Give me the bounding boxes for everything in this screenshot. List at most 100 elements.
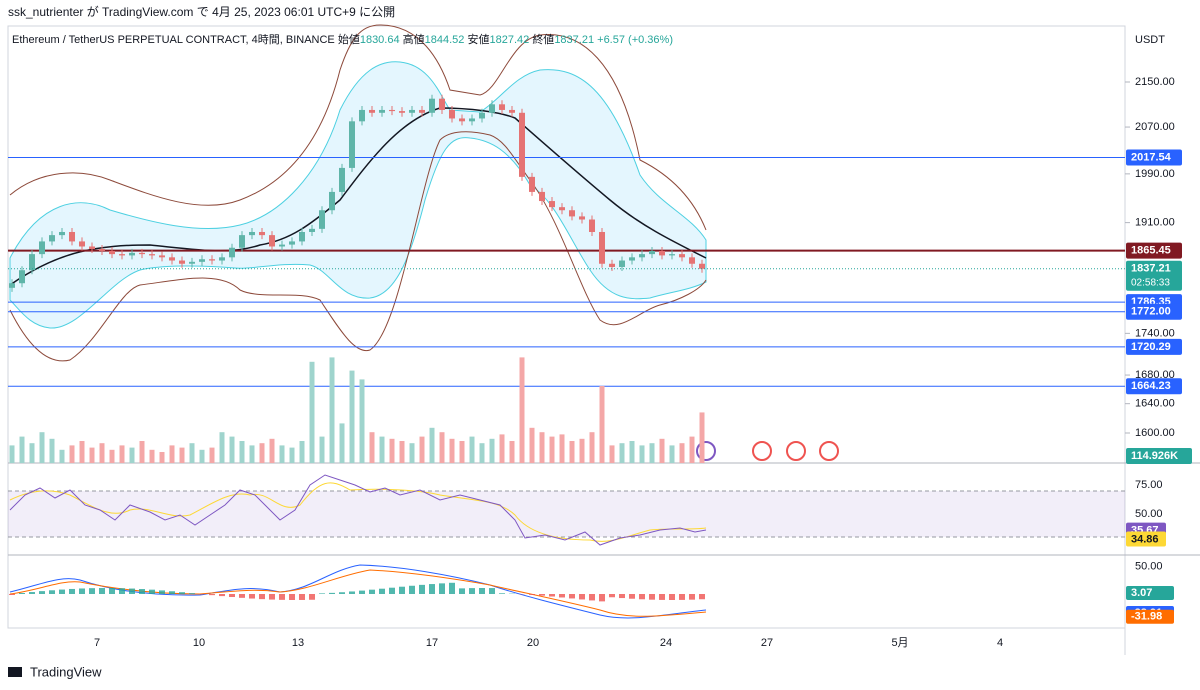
last-price-bg <box>1126 260 1182 291</box>
volume-bar <box>19 436 25 463</box>
candle <box>439 98 445 110</box>
volume-bar <box>569 441 575 463</box>
volume-bar <box>619 443 625 463</box>
macd-hist-bar <box>619 594 625 599</box>
candle <box>279 244 285 247</box>
rsi-tag: 34.86 <box>1131 533 1159 545</box>
macd-hist-bar <box>609 594 615 598</box>
legend-close: 1837.21 <box>554 34 594 46</box>
volume-bar <box>589 432 595 463</box>
macd-tag: -31.98 <box>1131 611 1162 623</box>
macd-hist-bar <box>49 590 55 594</box>
volume-bar <box>539 432 545 463</box>
volume-bar <box>249 445 255 463</box>
x-tick-label: 13 <box>292 637 304 649</box>
legend-close-label: 終値 <box>532 32 554 46</box>
candle <box>79 241 85 247</box>
macd-hist-bar <box>29 592 35 594</box>
volume-bar <box>599 386 605 463</box>
volume-bar <box>479 443 485 463</box>
candle <box>559 207 565 211</box>
macd-hist-bar <box>89 588 95 594</box>
volume-bar <box>679 443 685 463</box>
volume-bar <box>239 441 245 463</box>
price-tick-label: 2150.00 <box>1135 76 1175 88</box>
macd-hist-bar <box>449 582 455 594</box>
macd-hist-bar <box>189 593 195 594</box>
candle <box>259 231 265 236</box>
candle <box>169 257 175 261</box>
candle <box>469 118 475 122</box>
volume-bar <box>659 438 665 463</box>
volume-bar <box>439 432 445 463</box>
volume-bar <box>489 438 495 463</box>
candle <box>39 241 45 255</box>
candle <box>199 259 205 262</box>
candle <box>159 255 165 258</box>
candle <box>29 254 35 271</box>
macd-hist-bar <box>139 589 145 594</box>
candle <box>209 259 215 261</box>
volume-bar <box>429 427 435 463</box>
macd-hist-bar <box>319 593 325 594</box>
candle <box>619 260 625 267</box>
macd-tick-label: 50.00 <box>1135 560 1163 572</box>
macd-hist-bar <box>439 583 445 594</box>
volume-bar <box>329 357 335 463</box>
volume-bar <box>449 438 455 463</box>
macd-hist-bar <box>579 594 585 600</box>
candle <box>59 231 65 236</box>
volume-bar <box>89 447 95 463</box>
candle <box>239 235 245 248</box>
volume-bar <box>29 443 35 463</box>
macd-hist-bar <box>559 594 565 598</box>
rsi-tick-label: 50.00 <box>1135 508 1163 520</box>
volume-bar <box>179 447 185 463</box>
macd-tag: 3.07 <box>1131 587 1152 599</box>
candle <box>129 252 135 256</box>
candle <box>179 260 185 264</box>
legend-open-label: 始値 <box>338 32 360 46</box>
volume-bar <box>339 423 345 463</box>
volume-bar <box>499 434 505 463</box>
price-tick-label: 1680.00 <box>1135 369 1175 381</box>
macd-hist-bar <box>229 594 235 598</box>
price-line-label-bg <box>1126 378 1182 395</box>
volume-bar <box>639 445 645 463</box>
candle <box>539 191 545 202</box>
candle <box>349 121 355 168</box>
macd-hist-bar <box>699 594 705 600</box>
volume-bar <box>149 449 155 463</box>
candle <box>269 235 275 247</box>
macd-hist-bar <box>249 594 255 599</box>
rsi-tick-label: 75.00 <box>1135 479 1163 491</box>
candle <box>119 254 125 256</box>
volume-bar <box>579 438 585 463</box>
volume-bar <box>669 445 675 463</box>
volume-bar <box>549 436 555 463</box>
symbol-legend: Ethereum / TetherUS PERPETUAL CONTRACT, … <box>12 32 673 46</box>
macd-hist-bar <box>489 588 495 594</box>
last-price-label: 1837.21 <box>1131 263 1171 275</box>
macd-hist-bar <box>679 594 685 600</box>
legend-low: 1827.42 <box>489 34 529 46</box>
macd-hist-bar <box>379 588 385 594</box>
macd-hist-bar <box>539 594 545 596</box>
macd-hist-bar <box>9 594 15 595</box>
volume-tag: 114.926K <box>1131 450 1178 462</box>
candle <box>679 254 685 258</box>
candle <box>389 109 395 112</box>
macd-hist-bar <box>569 594 575 599</box>
candle <box>9 283 15 288</box>
macd-hist-bar <box>409 585 415 594</box>
macd-hist-bar <box>639 594 645 600</box>
macd-hist-bar <box>599 594 605 602</box>
price-tick-label: 1910.00 <box>1135 217 1175 229</box>
price-line-label: 1772.00 <box>1131 306 1171 318</box>
macd-hist-bar <box>309 594 315 600</box>
price-tick-label: 1600.00 <box>1135 427 1175 439</box>
rsi-line <box>9 474 707 546</box>
volume-bar <box>369 432 375 463</box>
volume-bar <box>609 445 615 463</box>
macd-hist-bar <box>79 588 85 594</box>
